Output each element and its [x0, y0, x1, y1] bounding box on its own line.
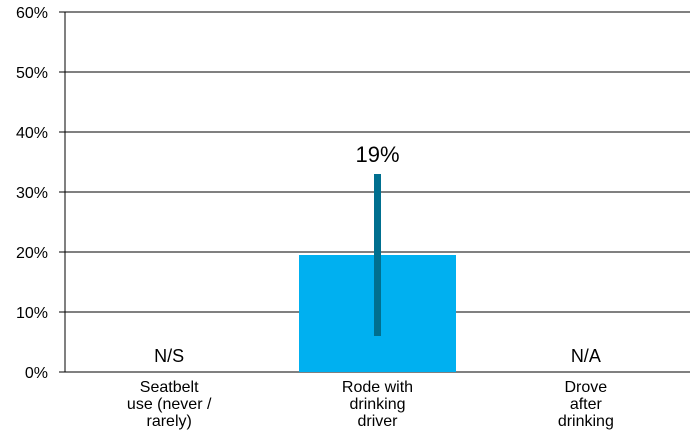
y-tick-label: 50% — [16, 65, 48, 82]
x-tick-label: use (never / — [127, 396, 212, 413]
x-tick-label: Seatbelt — [140, 379, 199, 396]
data-label: N/S — [154, 346, 184, 366]
y-tick-label: 60% — [16, 5, 48, 22]
y-tick-label: 30% — [16, 185, 48, 202]
x-tick-label: after — [570, 396, 603, 413]
y-tick-label: 20% — [16, 245, 48, 262]
y-tick-label: 40% — [16, 125, 48, 142]
data-label: N/A — [571, 346, 601, 366]
x-tick-label: Drove — [564, 379, 607, 396]
y-tick-label: 0% — [25, 365, 48, 382]
x-tick-label: drinking — [558, 413, 614, 430]
data-label: 19% — [355, 142, 399, 167]
x-tick-label: rarely) — [146, 413, 191, 430]
x-tick-label: drinking — [349, 396, 405, 413]
y-tick-label: 10% — [16, 305, 48, 322]
x-tick-label: driver — [357, 413, 398, 430]
x-tick-label: Rode with — [342, 379, 413, 396]
